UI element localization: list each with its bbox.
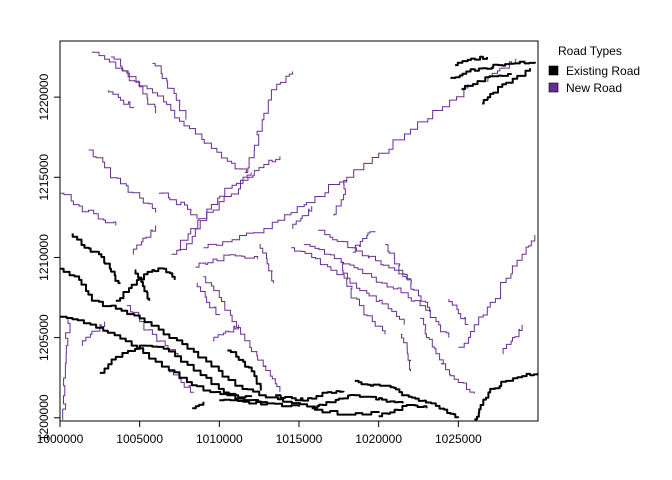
existing-road-segment: [275, 390, 345, 402]
existing-road-segment: [60, 267, 380, 416]
new-road-segment: [111, 56, 157, 114]
new-road-segment: [244, 71, 294, 173]
existing-road-segment: [60, 315, 253, 399]
new-road-segment: [88, 149, 157, 213]
legend-title: Road Types: [558, 44, 622, 58]
new-road-segment: [303, 244, 450, 338]
y-tick-label: 1200000: [37, 394, 51, 441]
new-road-segment: [502, 324, 523, 355]
x-tick-label: 1015000: [276, 432, 323, 446]
existing-road-segment: [115, 267, 176, 302]
new-road-segment: [158, 192, 198, 219]
existing-road-segment: [311, 394, 404, 410]
existing-road-segment: [192, 401, 205, 410]
new-road-segment: [259, 244, 274, 284]
new-roads-layer: [60, 51, 536, 420]
y-tick-label: 1220000: [37, 73, 51, 120]
new-road-segment: [401, 333, 412, 372]
new-road-segment: [352, 231, 376, 253]
legend-label-existing-road: Existing Road: [566, 64, 640, 78]
existing-road-segment: [482, 68, 531, 105]
x-tick-label: 1025000: [435, 432, 482, 446]
existing-road-segment: [378, 404, 428, 418]
new-road-segment: [81, 321, 106, 347]
new-road-segment: [107, 90, 134, 109]
new-road-segment: [195, 254, 259, 268]
new-road-segment: [420, 317, 475, 394]
new-road-segment: [171, 172, 252, 255]
existing-road-segment: [354, 379, 460, 419]
new-road-segment: [152, 62, 187, 120]
new-road-segment: [291, 247, 405, 325]
legend: Road Types Existing Road New Road: [548, 44, 640, 95]
existing-road-segment: [219, 398, 269, 406]
x-axis: 1000000 1005000 1010000 1015000 1020000 10250…: [37, 421, 482, 446]
y-tick-label: 1210000: [37, 234, 51, 281]
new-road-segment: [203, 276, 281, 393]
y-tick-label: 1215000: [37, 154, 51, 201]
x-tick-label: 1010000: [196, 432, 243, 446]
new-road-segment: [333, 180, 347, 216]
existing-road-segment: [134, 269, 151, 301]
legend-swatch-existing-road: [548, 65, 559, 76]
new-road-segment: [179, 156, 281, 250]
plot-frame: [59, 40, 539, 422]
legend-swatch-new-road: [548, 82, 559, 93]
new-road-segment: [132, 225, 157, 255]
new-road-segment: [385, 244, 431, 312]
x-tick-label: 1020000: [355, 432, 402, 446]
existing-roads-layer: [60, 55, 538, 421]
x-tick-label: 1000000: [37, 432, 84, 446]
existing-road-segment: [455, 55, 488, 67]
existing-road-segment: [461, 73, 512, 91]
new-road-segment: [213, 324, 239, 342]
new-road-segment: [292, 206, 313, 230]
new-road-segment: [60, 192, 117, 226]
legend-label-new-road: New Road: [566, 81, 622, 95]
new-road-segment: [62, 318, 71, 420]
y-tick-label: 1205000: [37, 314, 51, 361]
y-axis: 1200000 1205000 1210000 1215000 1220000: [37, 73, 60, 441]
existing-road-segment: [227, 349, 262, 391]
new-road-segment: [126, 305, 179, 357]
new-road-segment: [196, 282, 220, 316]
new-road-segment: [458, 235, 536, 348]
existing-road-segment: [450, 60, 536, 79]
existing-road-segment: [71, 233, 121, 285]
new-road-segment: [448, 298, 469, 325]
existing-road-segment: [474, 372, 538, 421]
new-road-segment: [168, 369, 195, 393]
new-road-segment: [203, 84, 469, 249]
x-tick-label: 1005000: [116, 432, 163, 446]
new-road-segment: [340, 261, 386, 335]
